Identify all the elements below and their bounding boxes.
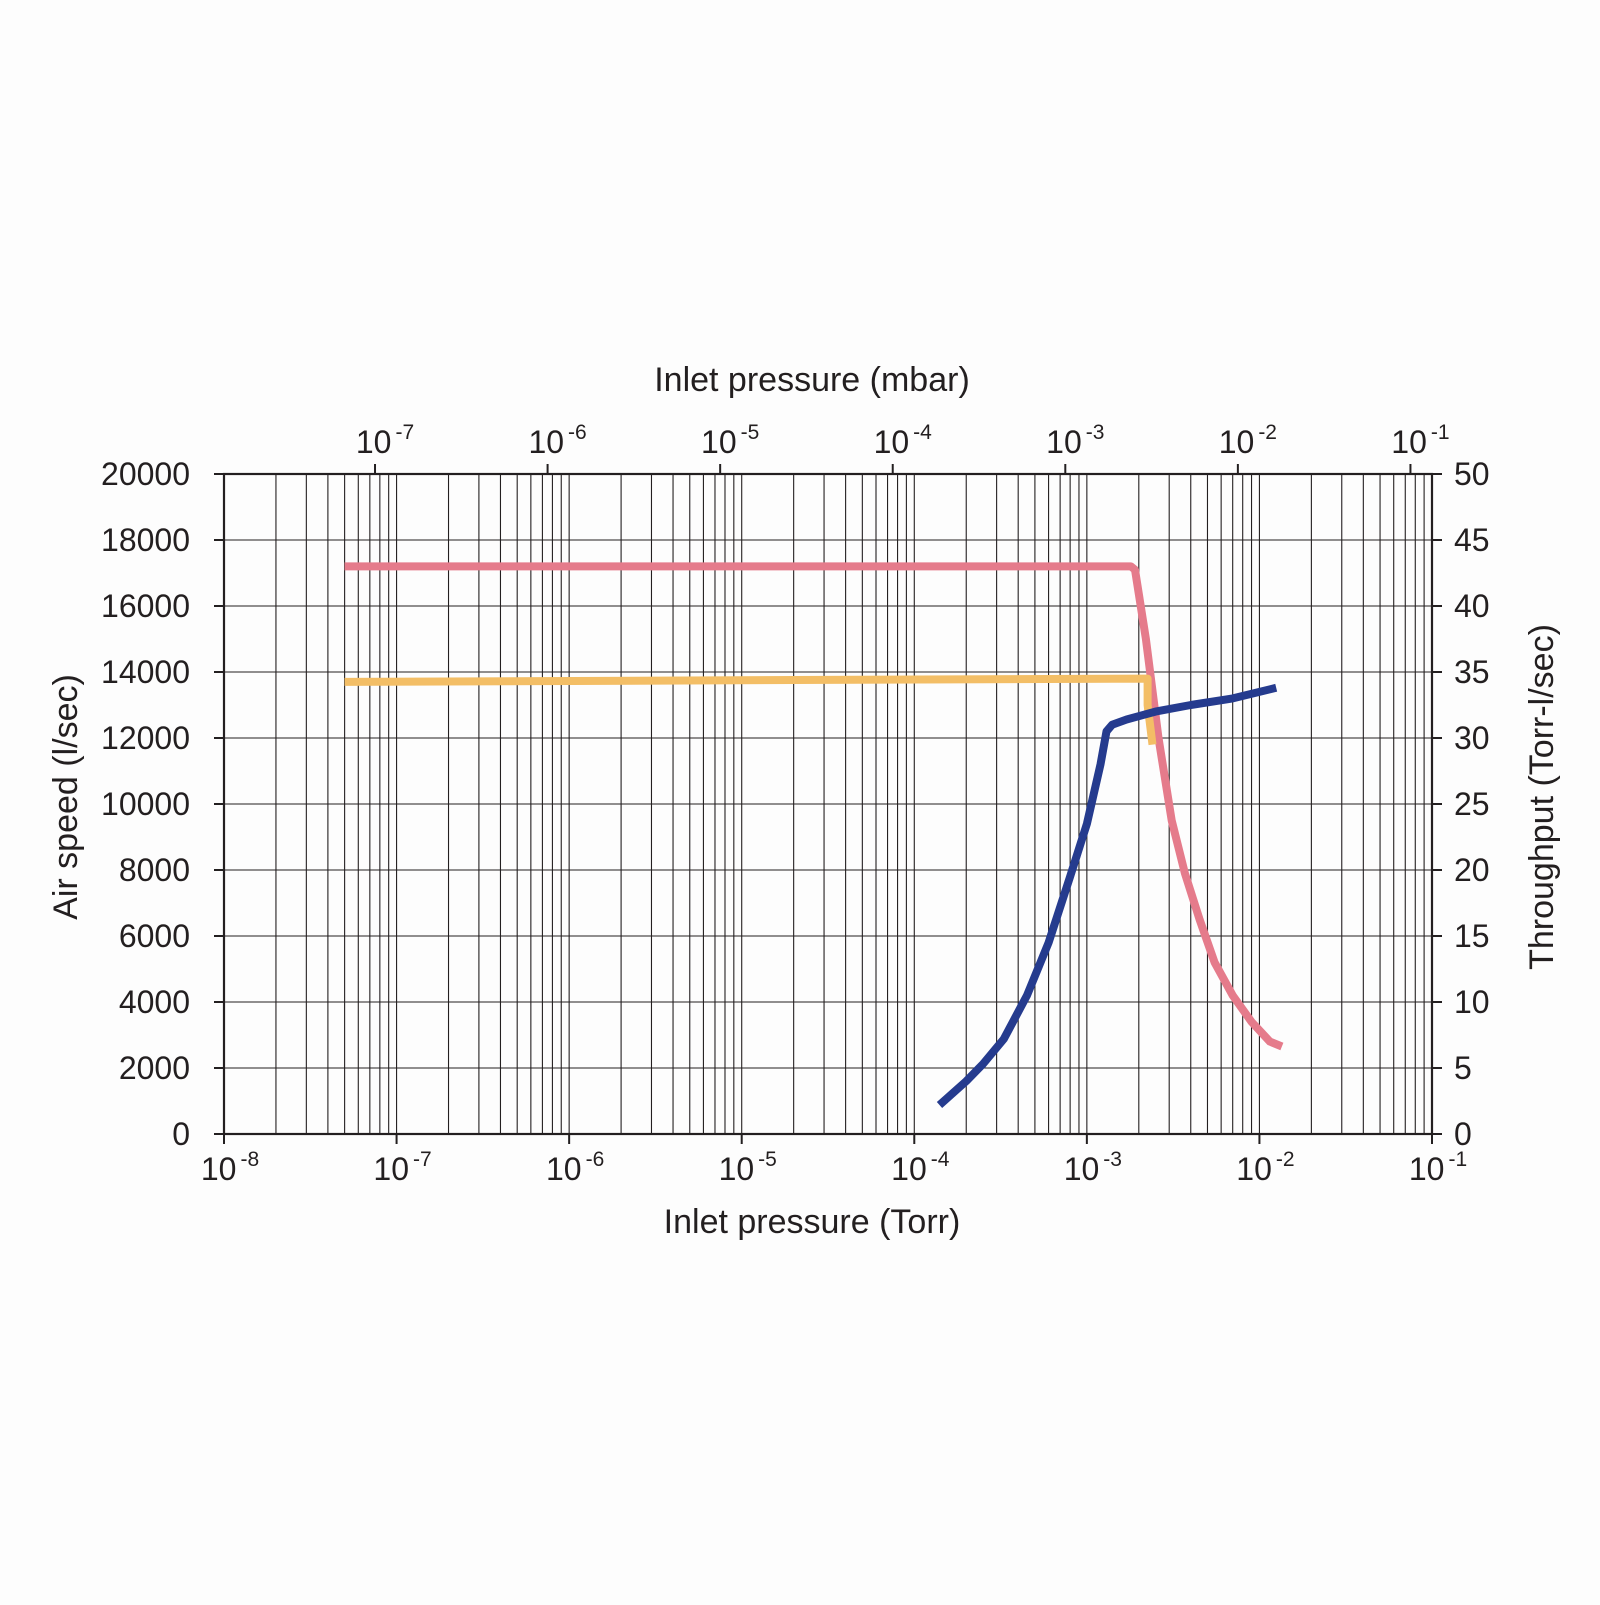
tick-labels: 0 2000 4000 6000 8000 10000 12000 14000 16000 180… <box>101 421 1490 1187</box>
bottom-tick-label-exponent: -8 <box>240 1148 259 1171</box>
right-tick-label: 30 <box>1454 720 1490 756</box>
bottom-tick-label-base: 10 <box>1236 1151 1272 1187</box>
left-tick-label: 12000 <box>101 720 190 756</box>
bottom-tick-label: 10 -2 <box>1236 1148 1294 1187</box>
top-axis-title: Inlet pressure (mbar) <box>654 361 970 399</box>
bottom-tick-label-base: 10 <box>1064 1151 1100 1187</box>
top-tick-label: 10 -7 <box>356 421 414 460</box>
right-axis-title: Throughput (Torr-l/sec) <box>1523 624 1561 970</box>
bottom-tick-label-exponent: -4 <box>931 1148 950 1171</box>
series-line-0 <box>344 562 1284 1051</box>
top-tick-label-base: 10 <box>874 424 910 460</box>
top-tick-label-exponent: -2 <box>1258 421 1277 444</box>
top-tick-label: 10 -5 <box>701 421 759 460</box>
right-tick-label: 20 <box>1454 852 1490 888</box>
top-tick-label: 10 -6 <box>528 421 586 460</box>
top-tick-label-exponent: -4 <box>913 421 932 444</box>
top-tick-label-base: 10 <box>701 424 737 460</box>
bottom-tick-label-base: 10 <box>546 1151 582 1187</box>
bottom-tick-label-exponent: -2 <box>1276 1148 1295 1171</box>
tick-marks <box>214 464 1442 1144</box>
bottom-tick-label: 10 -1 <box>1409 1148 1467 1187</box>
bottom-tick-label-exponent: -1 <box>1448 1148 1467 1171</box>
bottom-tick-label: 10 -8 <box>201 1148 259 1187</box>
right-tick-label: 35 <box>1454 654 1490 690</box>
left-tick-label: 10000 <box>101 786 190 822</box>
bottom-tick-label-exponent: -6 <box>586 1148 605 1171</box>
right-tick-label: 45 <box>1454 522 1490 558</box>
left-tick-label: 16000 <box>101 588 190 624</box>
series-layer <box>344 562 1284 1108</box>
top-tick-label-exponent: -3 <box>1086 421 1105 444</box>
top-tick-label-base: 10 <box>356 424 392 460</box>
bottom-tick-label-exponent: -3 <box>1103 1148 1122 1171</box>
series-line-2 <box>936 683 1278 1108</box>
top-tick-label-exponent: -7 <box>395 421 414 444</box>
right-tick-label: 50 <box>1454 456 1490 492</box>
bottom-tick-label-base: 10 <box>373 1151 409 1187</box>
bottom-tick-label: 10 -6 <box>546 1148 604 1187</box>
top-tick-label-exponent: -6 <box>568 421 587 444</box>
top-tick-label-base: 10 <box>1046 424 1082 460</box>
left-tick-label: 20000 <box>101 456 190 492</box>
bottom-axis-title: Inlet pressure (Torr) <box>664 1203 961 1241</box>
right-tick-label: 10 <box>1454 984 1490 1020</box>
top-tick-label-base: 10 <box>1219 424 1255 460</box>
left-tick-label: 6000 <box>119 918 190 954</box>
right-tick-label: 5 <box>1454 1050 1472 1086</box>
bottom-tick-label-base: 10 <box>1409 1151 1445 1187</box>
bottom-tick-label-base: 10 <box>719 1151 755 1187</box>
right-tick-label: 40 <box>1454 588 1490 624</box>
top-tick-label-base: 10 <box>1391 424 1427 460</box>
series-line-1 <box>344 674 1157 746</box>
right-tick-label: 15 <box>1454 918 1490 954</box>
left-tick-label: 2000 <box>119 1050 190 1086</box>
bottom-tick-label: 10 -7 <box>373 1148 431 1187</box>
bottom-tick-label-exponent: -7 <box>413 1148 432 1171</box>
top-tick-label: 10 -1 <box>1391 421 1449 460</box>
grid <box>223 473 1432 1135</box>
top-tick-label: 10 -4 <box>874 421 933 460</box>
left-tick-label: 8000 <box>119 852 190 888</box>
top-tick-label: 10 -3 <box>1046 421 1104 460</box>
bottom-tick-label-base: 10 <box>891 1151 927 1187</box>
right-tick-label: 0 <box>1454 1116 1472 1152</box>
right-tick-label: 25 <box>1454 786 1490 822</box>
left-tick-label: 0 <box>172 1116 190 1152</box>
bottom-tick-label-base: 10 <box>201 1151 237 1187</box>
left-axis-title: Air speed (l/sec) <box>47 674 85 920</box>
top-tick-label-exponent: -5 <box>741 421 760 444</box>
top-tick-label-exponent: -1 <box>1431 421 1450 444</box>
bottom-tick-label: 10 -5 <box>719 1148 777 1187</box>
bottom-tick-label: 10 -4 <box>891 1148 950 1187</box>
top-tick-label-base: 10 <box>528 424 564 460</box>
left-tick-label: 14000 <box>101 654 190 690</box>
bottom-tick-label: 10 -3 <box>1064 1148 1122 1187</box>
bottom-tick-label-exponent: -5 <box>758 1148 777 1171</box>
left-tick-label: 18000 <box>101 522 190 558</box>
left-tick-label: 4000 <box>119 984 190 1020</box>
top-tick-label: 10 -2 <box>1219 421 1277 460</box>
